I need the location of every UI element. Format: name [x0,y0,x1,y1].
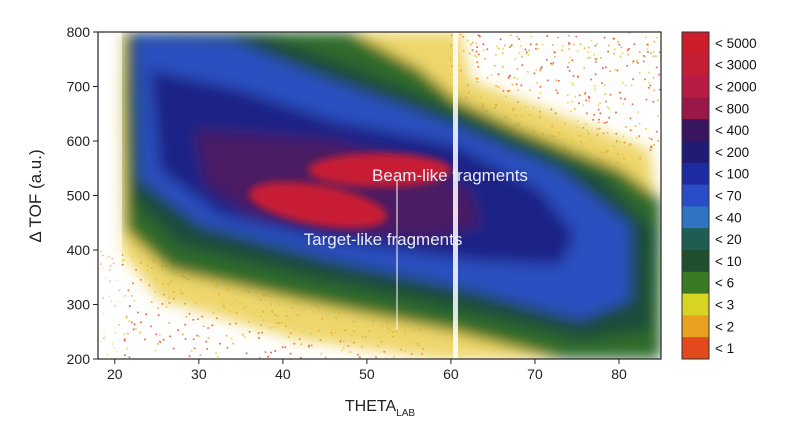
y-tick-label: 400 [67,242,91,258]
legend-label: < 800 [715,101,749,116]
legend-swatch [682,337,709,360]
x-tick-label: 70 [527,366,543,382]
legend-label: < 6 [715,276,734,291]
annotation-target-like: Target-like fragments [304,230,463,249]
legend-swatch [682,32,709,55]
legend-swatch [682,228,709,251]
legend-label: < 20 [715,232,742,247]
x-axis-title-main: THETA [345,398,397,415]
y-tick-label: 800 [67,24,91,40]
y-tick-label: 300 [67,297,91,313]
legend-swatch [682,293,709,316]
legend-label: < 2 [715,319,734,334]
x-axis-title-sub: LAB [396,408,415,419]
legend-swatch [682,206,709,229]
y-tick-label: 500 [67,188,91,204]
annotation-beam-like: Beam-like fragments [372,166,528,185]
x-tick-label: 20 [107,366,123,382]
legend-label: < 10 [715,254,742,269]
legend-label: < 1 [715,341,734,356]
x-tick-label: 60 [443,366,459,382]
legend-swatch [682,315,709,338]
legend-swatch [682,97,709,120]
legend-label: < 3 [715,298,734,313]
legend-swatch [682,53,709,77]
legend-label: < 40 [715,210,742,225]
y-axis-title: Δ TOF (a.u.) [26,149,45,242]
acceptance-edge [98,32,122,359]
density-band-purple [195,130,480,240]
x-tick-label: 40 [275,366,291,382]
legend-label: < 200 [715,145,749,160]
legend-frame [681,31,710,360]
x-axis: 20 30 40 50 60 70 80 [107,359,627,382]
legend-label: < 70 [715,189,742,204]
x-tick-label: 80 [611,366,627,382]
x-axis-title: THETALAB [345,398,415,419]
legend-label: < 3000 [715,58,757,73]
detector-gap-60 [453,32,458,359]
heatmap [98,32,661,359]
x-tick-label: 30 [191,366,207,382]
detector-gap-53 [396,180,398,330]
target-like-core [248,181,388,229]
legend-swatch [682,271,709,295]
legend-swatch [682,162,709,186]
legend-label: < 2000 [715,80,757,95]
y-tick-label: 200 [67,351,91,367]
color-scale-legend: < 5000 < 3000 < 2000 < 800 < 400 < 200 < 100 < … [681,31,757,360]
x-tick-label: 50 [359,366,375,382]
legend-swatch [682,75,709,98]
y-tick-label: 700 [67,79,91,95]
legend-swatch [682,184,709,207]
beam-like-core [308,153,452,187]
legend-swatch [682,141,709,164]
y-axis: 200 300 400 500 600 700 800 [67,24,98,367]
legend-label: < 5000 [715,36,757,51]
legend-label: < 400 [715,123,749,138]
legend-swatch [682,250,709,273]
legend-swatch [682,119,709,142]
legend-label: < 100 [715,167,749,182]
y-tick-label: 600 [67,133,91,149]
